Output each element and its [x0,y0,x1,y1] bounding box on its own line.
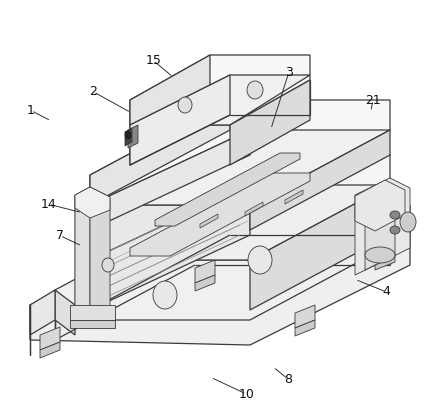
Text: 15: 15 [145,54,161,67]
Polygon shape [30,225,410,345]
Text: 3: 3 [285,66,293,80]
Polygon shape [75,195,100,310]
Polygon shape [75,187,110,218]
Ellipse shape [153,281,177,309]
Text: 1: 1 [27,104,35,117]
Polygon shape [390,205,410,245]
Polygon shape [40,327,60,350]
Polygon shape [90,185,390,260]
Text: 7: 7 [56,229,64,242]
Polygon shape [70,320,115,328]
Polygon shape [75,187,90,318]
Polygon shape [250,130,390,230]
Text: 14: 14 [41,198,57,211]
Polygon shape [90,130,250,230]
Polygon shape [125,128,132,146]
Polygon shape [295,305,315,328]
Text: 10: 10 [238,387,254,401]
Polygon shape [195,275,215,291]
Polygon shape [70,305,115,320]
Polygon shape [130,75,310,125]
Polygon shape [90,187,110,315]
Polygon shape [355,180,405,231]
Polygon shape [375,254,395,270]
Polygon shape [230,80,310,165]
Polygon shape [195,260,215,283]
Text: 21: 21 [365,93,381,107]
Polygon shape [130,55,310,125]
Polygon shape [90,100,230,205]
Ellipse shape [247,81,263,99]
Polygon shape [55,215,390,320]
Ellipse shape [365,202,395,218]
Text: 8: 8 [285,373,293,386]
Polygon shape [90,130,390,205]
Ellipse shape [390,226,400,234]
Polygon shape [128,125,138,148]
Ellipse shape [248,246,272,274]
Polygon shape [30,290,55,335]
Ellipse shape [178,97,192,113]
Text: 4: 4 [382,285,390,299]
Polygon shape [355,178,410,275]
Polygon shape [245,202,263,216]
Polygon shape [40,342,60,358]
Ellipse shape [365,247,395,263]
Polygon shape [365,195,395,270]
Polygon shape [130,55,210,165]
Ellipse shape [400,212,416,232]
Polygon shape [90,100,390,205]
Polygon shape [130,173,310,256]
Polygon shape [90,155,230,310]
Polygon shape [130,75,230,165]
Ellipse shape [102,258,114,272]
Ellipse shape [390,211,400,219]
Ellipse shape [125,131,131,139]
Polygon shape [90,185,250,310]
Polygon shape [295,320,315,336]
Text: 2: 2 [89,85,97,98]
Polygon shape [155,153,300,226]
Polygon shape [285,190,303,204]
Polygon shape [200,214,218,228]
Polygon shape [375,239,395,262]
Polygon shape [90,155,390,260]
Polygon shape [55,290,75,335]
Polygon shape [250,185,390,310]
